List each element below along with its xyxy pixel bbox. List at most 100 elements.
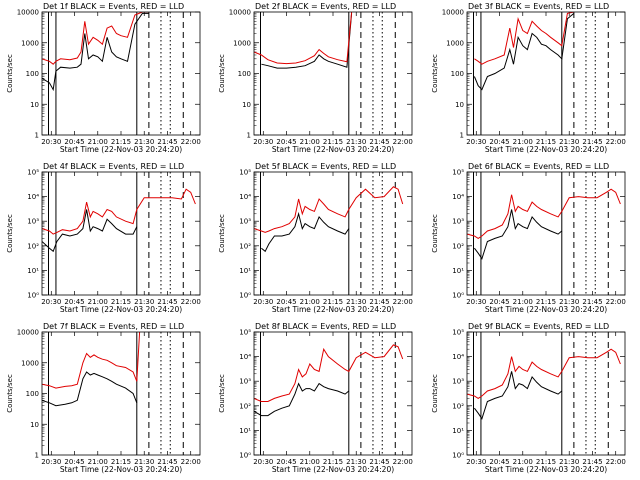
x-tick-label: 20:30 (253, 458, 273, 466)
y-axis-label: Counts/sec (6, 374, 14, 413)
x-tick-label: 20:45 (276, 138, 296, 146)
series-line-events (42, 209, 138, 253)
series-line-events (261, 13, 353, 69)
x-tick-label: 20:30 (466, 458, 486, 466)
y-tick-label: 10 (30, 421, 39, 429)
x-tick-label: 21:45 (157, 458, 177, 466)
x-tick-label: 21:45 (369, 138, 389, 146)
series-line-events (474, 371, 563, 420)
x-tick-label: 20:45 (489, 138, 509, 146)
series-line-events (474, 209, 563, 260)
y-tick-label: 10⁵ (452, 329, 464, 337)
x-tick-label: 22:00 (181, 458, 201, 466)
x-tick-label: 21:00 (88, 458, 108, 466)
plot-frame (466, 331, 626, 456)
detector-panel-3: Det 3f BLACK = Events, RED = LLD Counts/s… (431, 2, 626, 154)
series-line-lld (467, 348, 621, 399)
detector-panel-5: Det 5f BLACK = Events, RED = LLD Counts/s… (218, 162, 413, 314)
plot-frame (466, 171, 626, 296)
x-axis-label: Start Time (22-Nov-03 20:24:20) (272, 465, 394, 474)
x-tick-label: 21:15 (323, 298, 343, 306)
series-line-lld (474, 12, 575, 65)
series-line-events (261, 211, 350, 253)
x-tick-label: 21:00 (88, 298, 108, 306)
series-line-lld (42, 12, 149, 65)
x-tick-label: 21:15 (323, 458, 343, 466)
x-tick-label: 21:45 (582, 138, 602, 146)
y-tick-label: 10² (239, 242, 251, 250)
panel-title: Det 7f BLACK = Events, RED = LLD (43, 322, 184, 331)
panel-title: Det 2f BLACK = Events, RED = LLD (255, 2, 396, 11)
x-tick-label: 21:30 (559, 458, 579, 466)
x-tick-label: 21:15 (536, 298, 556, 306)
series-line-events (473, 13, 575, 91)
detector-panel-7: Det 7f BLACK = Events, RED = LLD Counts/s… (6, 322, 201, 474)
y-tick-label: 10⁴ (452, 353, 464, 361)
x-tick-label: 21:00 (513, 138, 533, 146)
x-tick-label: 20:45 (489, 298, 509, 306)
x-tick-label: 22:00 (393, 458, 413, 466)
plot-frame (466, 11, 626, 136)
y-tick-label: 100 (238, 70, 251, 78)
x-tick-label: 22:00 (606, 458, 626, 466)
x-tick-label: 21:15 (323, 138, 343, 146)
series-line-lld (467, 188, 621, 239)
x-tick-label: 22:00 (393, 298, 413, 306)
plot-frame (253, 11, 413, 136)
plot-frame (41, 331, 201, 456)
x-tick-label: 21:15 (111, 458, 131, 466)
x-tick-label: 20:30 (41, 458, 61, 466)
x-tick-label: 21:00 (88, 138, 108, 146)
y-tick-label: 1 (35, 132, 39, 140)
y-tick-label: 10⁵ (239, 329, 251, 337)
x-tick-label: 21:30 (346, 138, 366, 146)
y-axis-label: Counts/sec (431, 54, 439, 93)
x-tick-label: 21:15 (536, 138, 556, 146)
y-tick-label: 100 (26, 390, 39, 398)
x-tick-label: 21:00 (300, 298, 320, 306)
detector-panel-2: Det 2f BLACK = Events, RED = LLD Counts/s… (218, 2, 413, 154)
y-tick-label: 10¹ (27, 267, 39, 275)
x-axis-label: Start Time (22-Nov-03 20:24:20) (60, 465, 182, 474)
y-tick-label: 10 (455, 101, 464, 109)
detector-panel-8: Det 8f BLACK = Events, RED = LLD Counts/s… (218, 322, 413, 474)
y-tick-label: 10000 (17, 9, 39, 17)
y-tick-label: 1 (247, 132, 251, 140)
series-line-events (254, 382, 350, 417)
detector-panel-1: Det 1f BLACK = Events, RED = LLD Counts/s… (6, 2, 201, 154)
y-tick-label: 10⁵ (452, 169, 464, 177)
x-tick-label: 20:30 (41, 298, 61, 306)
series-line-lld (42, 332, 141, 389)
y-axis-label: Counts/sec (218, 214, 226, 253)
y-tick-label: 1 (460, 132, 464, 140)
plot-frame (41, 11, 201, 136)
x-tick-label: 21:15 (111, 138, 131, 146)
detector-panel-6: Det 6f BLACK = Events, RED = LLD Counts/s… (431, 162, 626, 314)
panel-title: Det 8f BLACK = Events, RED = LLD (255, 322, 396, 331)
series-line-events (42, 12, 149, 92)
y-tick-label: 1000 (21, 39, 39, 47)
panel-title: Det 6f BLACK = Events, RED = LLD (468, 162, 609, 171)
panel-title: Det 1f BLACK = Events, RED = LLD (43, 2, 184, 11)
y-tick-label: 10³ (452, 218, 464, 226)
series-line-lld (254, 344, 404, 402)
panel-title: Det 9f BLACK = Events, RED = LLD (468, 322, 609, 331)
y-axis-label: Counts/sec (6, 54, 14, 93)
y-tick-label: 10⁰ (452, 292, 464, 300)
y-tick-label: 10⁴ (452, 193, 464, 201)
x-tick-label: 21:45 (582, 298, 602, 306)
x-tick-label: 21:30 (346, 298, 366, 306)
detector-panel-9: Det 9f BLACK = Events, RED = LLD Counts/s… (431, 322, 626, 474)
x-tick-label: 21:00 (300, 138, 320, 146)
y-tick-label: 1000 (233, 39, 251, 47)
y-axis-label: Counts/sec (218, 374, 226, 413)
y-tick-label: 10⁵ (239, 169, 251, 177)
y-tick-label: 10 (30, 101, 39, 109)
x-tick-label: 21:30 (559, 138, 579, 146)
x-tick-label: 20:30 (466, 138, 486, 146)
x-axis-label: Start Time (22-Nov-03 20:24:20) (485, 305, 607, 314)
y-tick-label: 1 (35, 452, 39, 460)
y-tick-label: 10³ (239, 378, 251, 386)
x-tick-label: 21:30 (134, 298, 154, 306)
x-tick-label: 21:00 (300, 458, 320, 466)
